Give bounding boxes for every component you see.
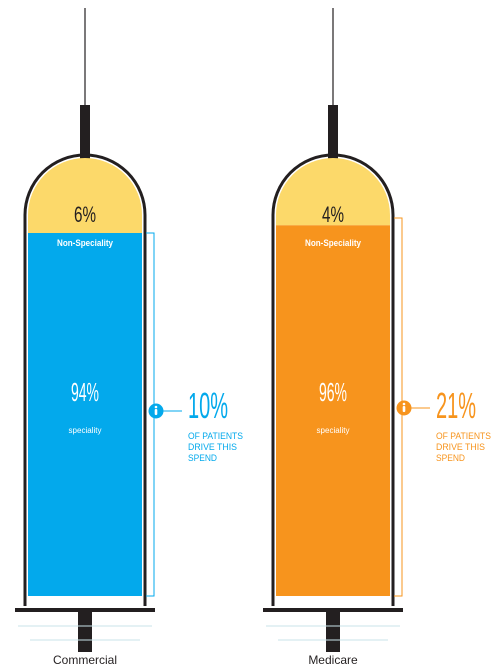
speciality-segment xyxy=(28,233,142,596)
barrel-outline xyxy=(23,153,147,606)
patients-caption-line1: OF PATIENTS xyxy=(436,431,491,441)
speciality-segment xyxy=(276,225,390,596)
speciality-label: speciality xyxy=(317,426,350,435)
plunger-rod xyxy=(326,612,340,652)
non-speciality-segment xyxy=(28,158,142,233)
liquid-group xyxy=(28,158,142,596)
non-speciality-segment xyxy=(276,158,390,226)
person-icon-head xyxy=(154,405,158,409)
non-speciality-label: Non-Speciality xyxy=(57,238,113,248)
category-label: Medicare xyxy=(308,653,358,667)
category-label: Commercial xyxy=(53,653,117,667)
speciality-label: speciality xyxy=(69,426,102,435)
needle-hub xyxy=(328,105,338,170)
barrel-outline xyxy=(271,153,395,606)
non-speciality-percent: 4% xyxy=(322,202,344,227)
patients-caption-line2: DRIVE THIS xyxy=(436,442,485,452)
patients-caption-line1: OF PATIENTS xyxy=(188,431,243,441)
speciality-percent: 94% xyxy=(71,377,99,407)
patients-caption-line3: SPEND xyxy=(436,453,465,463)
patients-percent: 10% xyxy=(188,385,228,426)
patients-caption-line3: SPEND xyxy=(188,453,217,463)
non-speciality-label: Non-Speciality xyxy=(305,238,361,248)
person-icon-head xyxy=(402,402,406,406)
person-icon-body xyxy=(154,409,158,415)
speciality-percent: 96% xyxy=(319,377,347,407)
needle-hub xyxy=(80,105,90,170)
non-speciality-percent: 6% xyxy=(74,202,96,227)
patients-percent: 21% xyxy=(436,385,476,426)
plunger-rod xyxy=(78,612,92,652)
patients-caption-line2: DRIVE THIS xyxy=(188,442,237,452)
liquid-group xyxy=(276,158,390,596)
person-icon-body xyxy=(402,406,406,412)
syringe-medicare: 4% Non-Speciality 96% speciality Medicar… xyxy=(263,8,491,667)
syringe-commercial: 6% Non-Speciality 94% speciality Commerc… xyxy=(15,8,243,667)
